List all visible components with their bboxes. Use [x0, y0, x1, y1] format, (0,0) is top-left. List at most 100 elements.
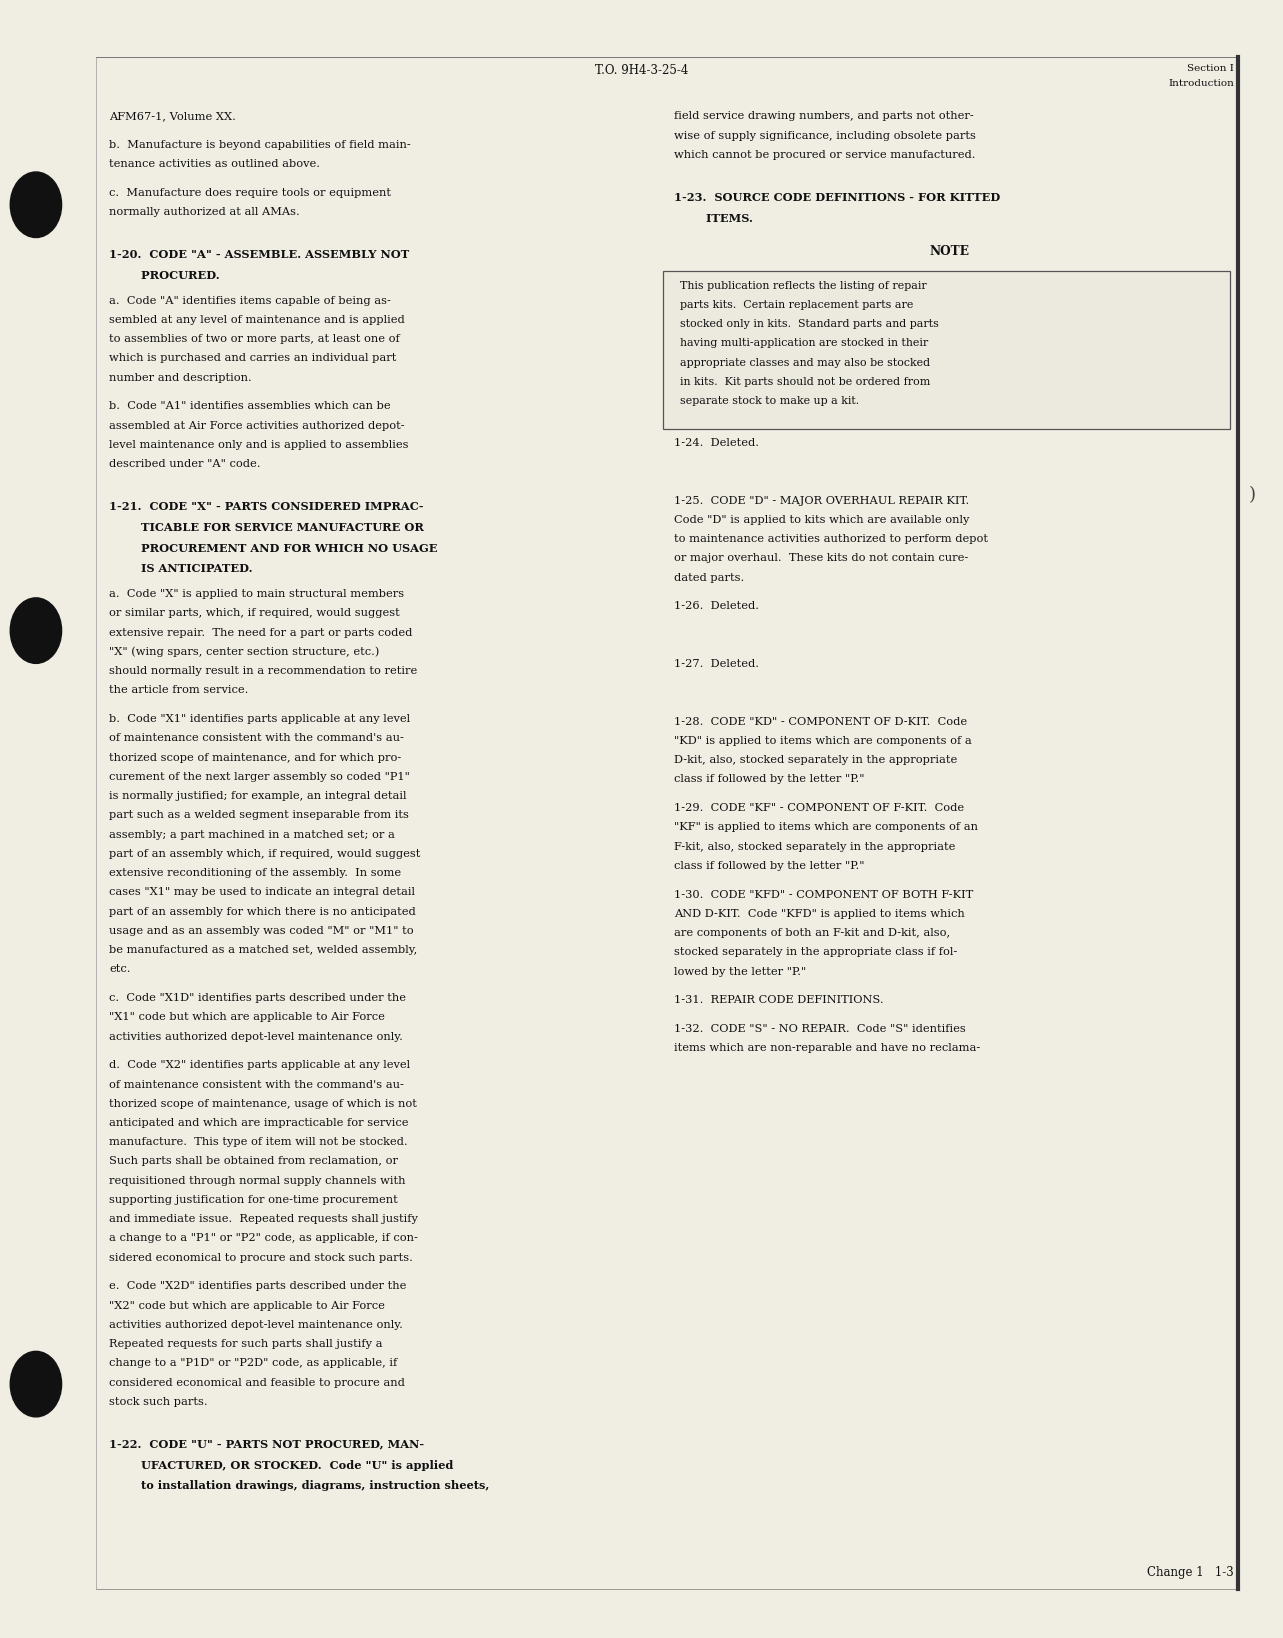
Text: level maintenance only and is applied to assemblies: level maintenance only and is applied to… — [109, 441, 408, 450]
Text: part such as a welded segment inseparable from its: part such as a welded segment inseparabl… — [109, 811, 409, 821]
Text: 1-25.  CODE "D" - MAJOR OVERHAUL REPAIR KIT.: 1-25. CODE "D" - MAJOR OVERHAUL REPAIR K… — [674, 496, 969, 506]
Text: sembled at any level of maintenance and is applied: sembled at any level of maintenance and … — [109, 314, 405, 324]
Text: 1-32.  CODE "S" - NO REPAIR.  Code "S" identifies: 1-32. CODE "S" - NO REPAIR. Code "S" ide… — [674, 1024, 965, 1034]
Circle shape — [10, 598, 62, 663]
Text: 1-31.  REPAIR CODE DEFINITIONS.: 1-31. REPAIR CODE DEFINITIONS. — [674, 996, 883, 1006]
Text: 1-21.  CODE "X" - PARTS CONSIDERED IMPRAC-: 1-21. CODE "X" - PARTS CONSIDERED IMPRAC… — [109, 501, 423, 513]
Text: PROCURED.: PROCURED. — [109, 270, 219, 282]
Text: a.  Code "A" identifies items capable of being as-: a. Code "A" identifies items capable of … — [109, 296, 391, 306]
Text: c.  Code "X1D" identifies parts described under the: c. Code "X1D" identifies parts described… — [109, 993, 405, 1002]
Text: thorized scope of maintenance, and for which pro-: thorized scope of maintenance, and for w… — [109, 752, 402, 763]
Text: class if followed by the letter "P.": class if followed by the letter "P." — [674, 775, 863, 785]
Text: which is purchased and carries an individual part: which is purchased and carries an indivi… — [109, 354, 396, 364]
Text: parts kits.  Certain replacement parts are: parts kits. Certain replacement parts ar… — [680, 300, 913, 310]
Text: 1-30.  CODE "KFD" - COMPONENT OF BOTH F-KIT: 1-30. CODE "KFD" - COMPONENT OF BOTH F-K… — [674, 889, 973, 899]
Text: UFACTURED, OR STOCKED.  Code "U" is applied: UFACTURED, OR STOCKED. Code "U" is appli… — [109, 1459, 453, 1471]
Text: c.  Manufacture does require tools or equipment: c. Manufacture does require tools or equ… — [109, 188, 391, 198]
Circle shape — [10, 1351, 62, 1417]
Text: "X2" code but which are applicable to Air Force: "X2" code but which are applicable to Ai… — [109, 1301, 385, 1310]
Text: 1-27.  Deleted.: 1-27. Deleted. — [674, 658, 758, 668]
Text: is normally justified; for example, an integral detail: is normally justified; for example, an i… — [109, 791, 407, 801]
Text: T.O. 9H4-3-25-4: T.O. 9H4-3-25-4 — [595, 64, 688, 77]
Text: field service drawing numbers, and parts not other-: field service drawing numbers, and parts… — [674, 111, 974, 121]
Text: Section I: Section I — [1187, 64, 1234, 72]
Text: extensive repair.  The need for a part or parts coded: extensive repair. The need for a part or… — [109, 627, 412, 637]
Text: assembly; a part machined in a matched set; or a: assembly; a part machined in a matched s… — [109, 829, 395, 840]
Text: appropriate classes and may also be stocked: appropriate classes and may also be stoc… — [680, 357, 930, 367]
Text: of maintenance consistent with the command's au-: of maintenance consistent with the comma… — [109, 1079, 404, 1089]
Text: requisitioned through normal supply channels with: requisitioned through normal supply chan… — [109, 1176, 405, 1186]
Text: stocked separately in the appropriate class if fol-: stocked separately in the appropriate cl… — [674, 947, 957, 957]
Text: b.  Code "A1" identifies assemblies which can be: b. Code "A1" identifies assemblies which… — [109, 401, 391, 411]
Text: having multi-application are stocked in their: having multi-application are stocked in … — [680, 339, 928, 349]
Text: number and description.: number and description. — [109, 373, 251, 383]
Text: D-kit, also, stocked separately in the appropriate: D-kit, also, stocked separately in the a… — [674, 755, 957, 765]
Text: cases "X1" may be used to indicate an integral detail: cases "X1" may be used to indicate an in… — [109, 888, 416, 898]
Text: Code "D" is applied to kits which are available only: Code "D" is applied to kits which are av… — [674, 514, 969, 524]
Text: etc.: etc. — [109, 965, 131, 975]
Text: d.  Code "X2" identifies parts applicable at any level: d. Code "X2" identifies parts applicable… — [109, 1060, 411, 1070]
Text: activities authorized depot-level maintenance only.: activities authorized depot-level mainte… — [109, 1032, 403, 1042]
Text: and immediate issue.  Repeated requests shall justify: and immediate issue. Repeated requests s… — [109, 1214, 418, 1224]
Text: F-kit, also, stocked separately in the appropriate: F-kit, also, stocked separately in the a… — [674, 842, 955, 852]
Text: Introduction: Introduction — [1169, 79, 1234, 88]
Text: supporting justification for one-time procurement: supporting justification for one-time pr… — [109, 1196, 398, 1206]
Text: or major overhaul.  These kits do not contain cure-: or major overhaul. These kits do not con… — [674, 554, 967, 563]
Text: NOTE: NOTE — [929, 244, 970, 257]
Text: "X1" code but which are applicable to Air Force: "X1" code but which are applicable to Ai… — [109, 1012, 385, 1022]
Text: Repeated requests for such parts shall justify a: Repeated requests for such parts shall j… — [109, 1340, 382, 1350]
Text: be manufactured as a matched set, welded assembly,: be manufactured as a matched set, welded… — [109, 945, 417, 955]
Text: 1-22.  CODE "U" - PARTS NOT PROCURED, MAN-: 1-22. CODE "U" - PARTS NOT PROCURED, MAN… — [109, 1438, 425, 1450]
Text: stocked only in kits.  Standard parts and parts: stocked only in kits. Standard parts and… — [680, 319, 939, 329]
Text: which cannot be procured or service manufactured.: which cannot be procured or service manu… — [674, 151, 975, 161]
Text: ITEMS.: ITEMS. — [674, 213, 752, 223]
Text: a change to a "P1" or "P2" code, as applicable, if con-: a change to a "P1" or "P2" code, as appl… — [109, 1233, 418, 1243]
Text: the article from service.: the article from service. — [109, 685, 249, 695]
Text: assembled at Air Force activities authorized depot-: assembled at Air Force activities author… — [109, 421, 404, 431]
Text: normally authorized at all AMAs.: normally authorized at all AMAs. — [109, 208, 300, 218]
Circle shape — [10, 172, 62, 238]
Text: usage and as an assembly was coded "M" or "M1" to: usage and as an assembly was coded "M" o… — [109, 925, 413, 935]
Text: anticipated and which are impracticable for service: anticipated and which are impracticable … — [109, 1119, 408, 1129]
Text: Change 1   1-3: Change 1 1-3 — [1147, 1566, 1234, 1579]
Text: wise of supply significance, including obsolete parts: wise of supply significance, including o… — [674, 131, 975, 141]
Text: items which are non-reparable and have no reclama-: items which are non-reparable and have n… — [674, 1043, 980, 1053]
Text: change to a "P1D" or "P2D" code, as applicable, if: change to a "P1D" or "P2D" code, as appl… — [109, 1358, 398, 1368]
Text: are components of both an F-kit and D-kit, also,: are components of both an F-kit and D-ki… — [674, 929, 949, 939]
Text: PROCUREMENT AND FOR WHICH NO USAGE: PROCUREMENT AND FOR WHICH NO USAGE — [109, 542, 438, 554]
Text: This publication reflects the listing of repair: This publication reflects the listing of… — [680, 280, 926, 290]
Text: "KD" is applied to items which are components of a: "KD" is applied to items which are compo… — [674, 735, 971, 745]
Text: tenance activities as outlined above.: tenance activities as outlined above. — [109, 159, 319, 169]
Text: 1-24.  Deleted.: 1-24. Deleted. — [674, 437, 758, 449]
Text: b.  Manufacture is beyond capabilities of field main-: b. Manufacture is beyond capabilities of… — [109, 141, 411, 151]
Text: TICABLE FOR SERVICE MANUFACTURE OR: TICABLE FOR SERVICE MANUFACTURE OR — [109, 523, 423, 532]
Text: considered economical and feasible to procure and: considered economical and feasible to pr… — [109, 1378, 405, 1387]
Text: to assemblies of two or more parts, at least one of: to assemblies of two or more parts, at l… — [109, 334, 400, 344]
Text: e.  Code "X2D" identifies parts described under the: e. Code "X2D" identifies parts described… — [109, 1281, 407, 1291]
Text: "X" (wing spars, center section structure, etc.): "X" (wing spars, center section structur… — [109, 647, 380, 657]
Text: AND D-KIT.  Code "KFD" is applied to items which: AND D-KIT. Code "KFD" is applied to item… — [674, 909, 965, 919]
Text: curement of the next larger assembly so coded "P1": curement of the next larger assembly so … — [109, 771, 411, 781]
Text: to installation drawings, diagrams, instruction sheets,: to installation drawings, diagrams, inst… — [109, 1481, 489, 1491]
Bar — [663, 270, 1230, 429]
Text: 1-23.  SOURCE CODE DEFINITIONS - FOR KITTED: 1-23. SOURCE CODE DEFINITIONS - FOR KITT… — [674, 192, 999, 203]
Text: lowed by the letter "P.": lowed by the letter "P." — [674, 966, 806, 976]
Text: dated parts.: dated parts. — [674, 573, 744, 583]
Text: in kits.  Kit parts should not be ordered from: in kits. Kit parts should not be ordered… — [680, 377, 930, 387]
Text: ): ) — [1248, 486, 1255, 503]
Text: 1-26.  Deleted.: 1-26. Deleted. — [674, 601, 758, 611]
Text: sidered economical to procure and stock such parts.: sidered economical to procure and stock … — [109, 1253, 413, 1263]
Text: IS ANTICIPATED.: IS ANTICIPATED. — [109, 563, 253, 575]
Text: to maintenance activities authorized to perform depot: to maintenance activities authorized to … — [674, 534, 988, 544]
Text: 1-28.  CODE "KD" - COMPONENT OF D-KIT.  Code: 1-28. CODE "KD" - COMPONENT OF D-KIT. Co… — [674, 716, 966, 727]
Text: manufacture.  This type of item will not be stocked.: manufacture. This type of item will not … — [109, 1137, 408, 1147]
Text: part of an assembly for which there is no anticipated: part of an assembly for which there is n… — [109, 906, 416, 917]
Text: class if followed by the letter "P.": class if followed by the letter "P." — [674, 862, 863, 871]
Text: a.  Code "X" is applied to main structural members: a. Code "X" is applied to main structura… — [109, 590, 404, 600]
Text: 1-29.  CODE "KF" - COMPONENT OF F-KIT.  Code: 1-29. CODE "KF" - COMPONENT OF F-KIT. Co… — [674, 803, 964, 812]
Text: 1-20.  CODE "A" - ASSEMBLE. ASSEMBLY NOT: 1-20. CODE "A" - ASSEMBLE. ASSEMBLY NOT — [109, 249, 409, 260]
Text: thorized scope of maintenance, usage of which is not: thorized scope of maintenance, usage of … — [109, 1099, 417, 1109]
Text: of maintenance consistent with the command's au-: of maintenance consistent with the comma… — [109, 734, 404, 744]
Text: activities authorized depot-level maintenance only.: activities authorized depot-level mainte… — [109, 1320, 403, 1330]
Text: should normally result in a recommendation to retire: should normally result in a recommendati… — [109, 667, 417, 676]
